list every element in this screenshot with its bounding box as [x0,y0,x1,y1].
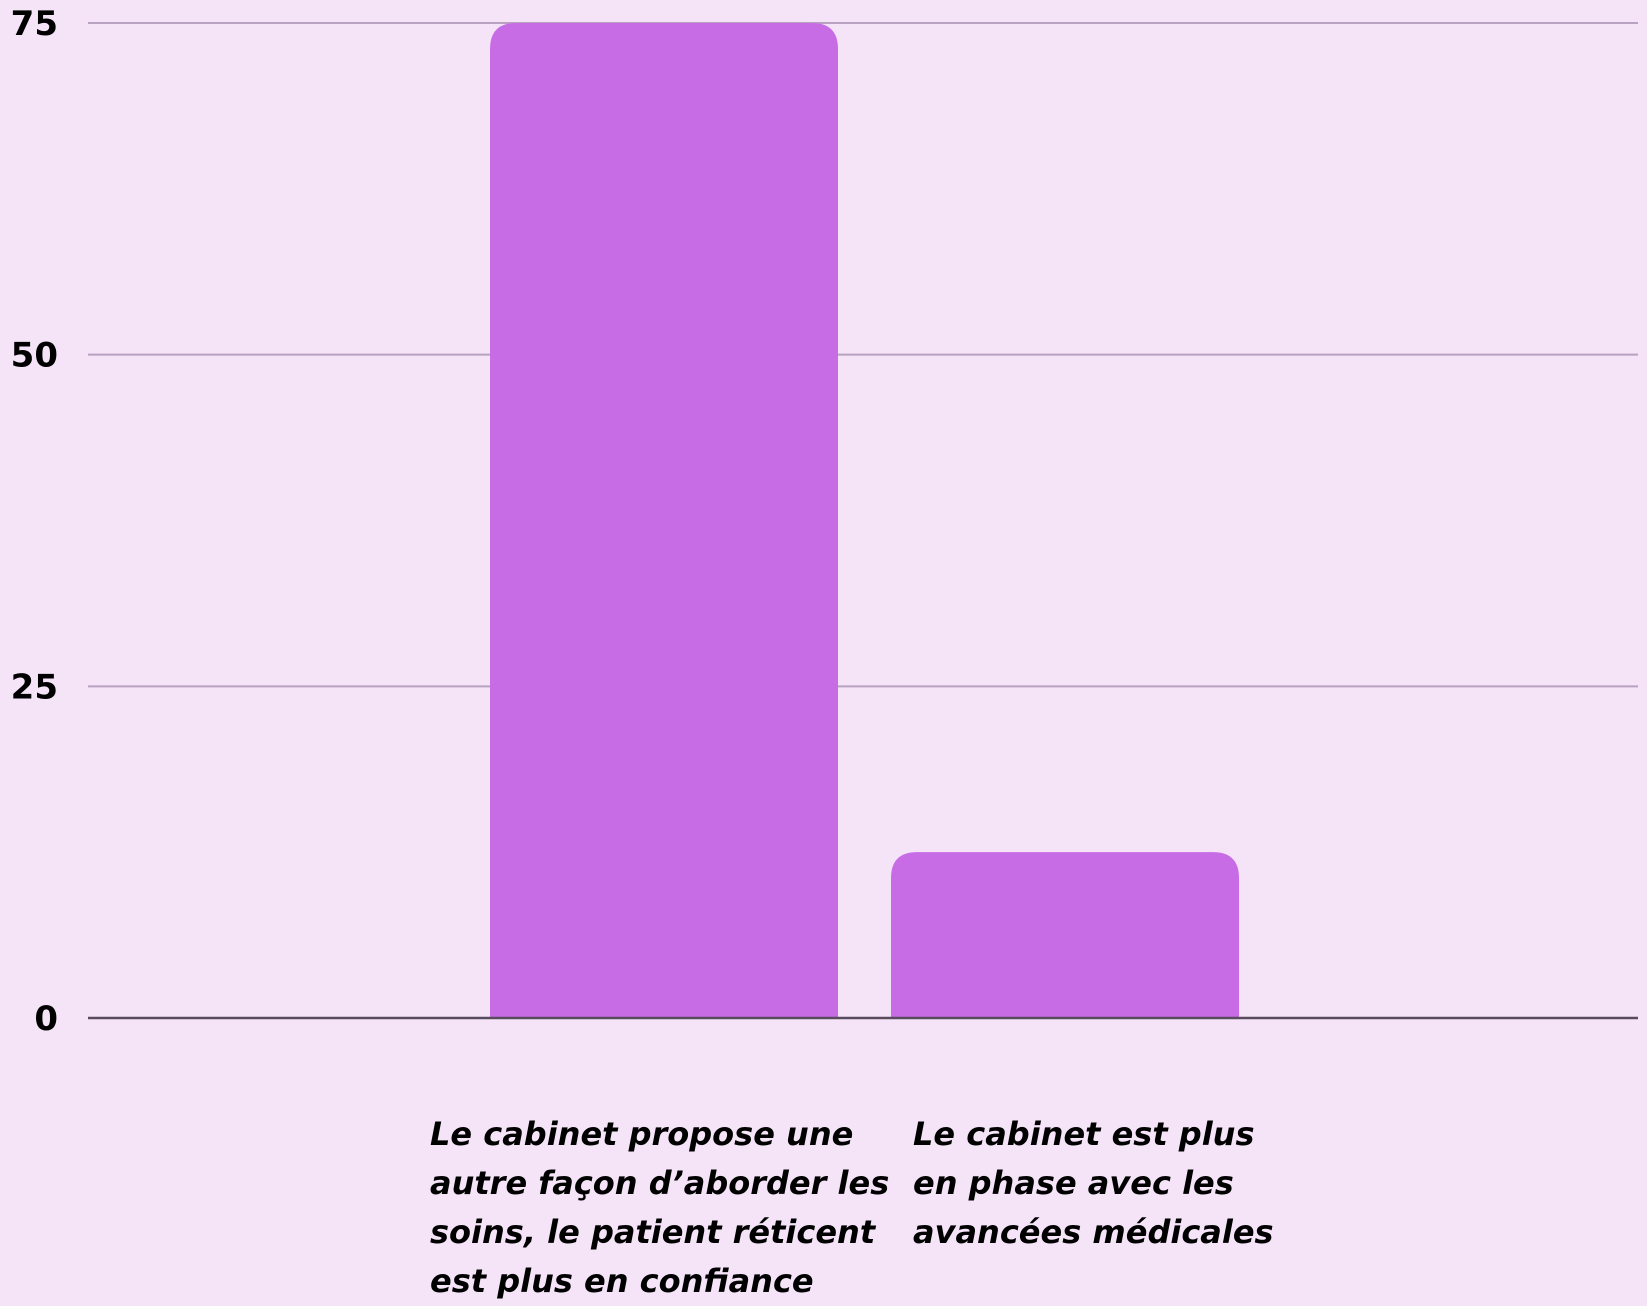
gridlines [88,22,1638,688]
bar-1 [490,23,838,1018]
y-tick-label: 0 [34,999,58,1039]
y-tick-label: 75 [11,4,58,44]
bar-2 [891,852,1239,1018]
y-axis: 0 25 50 75 [11,4,1638,1039]
x-category-label: Le cabinet est plus en phase avec les av… [913,1115,1274,1251]
y-tick-label: 25 [11,667,58,707]
x-category-label: Le cabinet propose une autre façon d’abo… [430,1115,890,1300]
y-tick-label: 50 [11,336,58,376]
bars [490,23,1239,1018]
